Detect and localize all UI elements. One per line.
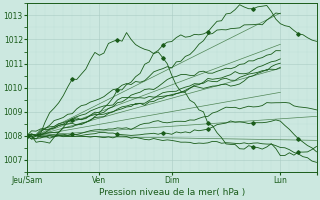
X-axis label: Pression niveau de la mer( hPa ): Pression niveau de la mer( hPa ) [99,188,245,197]
